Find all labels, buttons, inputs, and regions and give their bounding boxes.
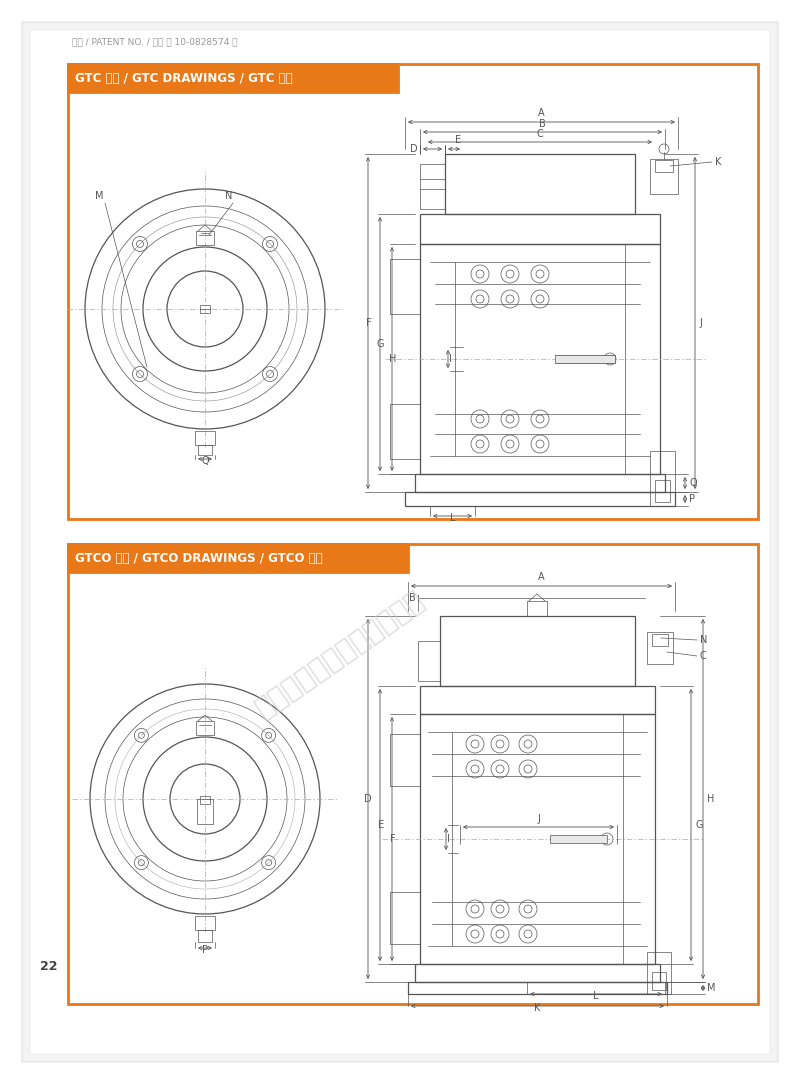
- Bar: [420, 214, 660, 244]
- Bar: [650, 451, 675, 506]
- Bar: [390, 404, 420, 459]
- Text: 22: 22: [40, 959, 58, 972]
- Text: B: B: [539, 119, 546, 129]
- Text: L: L: [594, 991, 598, 1001]
- Text: I: I: [447, 834, 450, 844]
- Text: Q: Q: [201, 456, 209, 466]
- Bar: [647, 632, 673, 664]
- Text: E: E: [378, 820, 384, 830]
- Text: P: P: [202, 945, 208, 955]
- Bar: [68, 64, 398, 92]
- Bar: [555, 354, 615, 363]
- Bar: [195, 916, 215, 930]
- Bar: [198, 446, 212, 455]
- Bar: [655, 160, 673, 172]
- Bar: [418, 641, 440, 681]
- Text: N: N: [225, 191, 232, 201]
- Bar: [405, 492, 675, 506]
- Text: B: B: [410, 593, 416, 603]
- Text: M: M: [707, 983, 715, 993]
- Text: K: K: [534, 1003, 541, 1014]
- Bar: [527, 601, 547, 616]
- Bar: [415, 964, 660, 982]
- Bar: [196, 721, 214, 735]
- Bar: [68, 544, 758, 1004]
- Bar: [647, 952, 671, 994]
- Text: K: K: [715, 157, 722, 167]
- Text: C: C: [537, 129, 543, 139]
- Text: G: G: [695, 820, 702, 830]
- Bar: [408, 982, 667, 994]
- Text: O: O: [689, 478, 697, 488]
- Bar: [390, 734, 420, 786]
- Bar: [68, 544, 408, 572]
- Bar: [440, 616, 635, 686]
- Text: C: C: [700, 651, 706, 661]
- Text: F: F: [390, 834, 396, 844]
- Bar: [420, 686, 655, 714]
- Bar: [420, 164, 445, 209]
- Bar: [420, 244, 660, 474]
- Text: L: L: [450, 513, 455, 522]
- Bar: [550, 835, 607, 843]
- Text: D: D: [364, 793, 372, 804]
- Bar: [200, 305, 210, 313]
- Text: D: D: [410, 144, 418, 154]
- Text: P: P: [689, 494, 695, 504]
- Bar: [445, 154, 635, 214]
- Bar: [390, 892, 420, 944]
- Text: 上海韩东机械科技有限公司: 上海韩东机械科技有限公司: [250, 585, 430, 723]
- Text: N: N: [700, 635, 707, 645]
- Bar: [200, 796, 210, 804]
- Text: H: H: [707, 793, 714, 804]
- Bar: [652, 972, 666, 990]
- Bar: [68, 64, 758, 519]
- Text: A: A: [538, 572, 545, 582]
- Bar: [420, 714, 655, 964]
- Bar: [197, 799, 213, 824]
- Bar: [655, 480, 670, 502]
- Text: F: F: [366, 318, 372, 328]
- Text: GTC 도면 / GTC DRAWINGS / GTC 图纸: GTC 도면 / GTC DRAWINGS / GTC 图纸: [75, 72, 293, 85]
- Text: J: J: [537, 814, 540, 824]
- Bar: [195, 431, 215, 446]
- Bar: [650, 159, 678, 194]
- Text: H: H: [389, 354, 396, 364]
- Bar: [198, 930, 212, 942]
- Text: A: A: [538, 108, 545, 118]
- Text: 특허 / PATENT NO. / 专利 제 10-0828574 호: 특허 / PATENT NO. / 专利 제 10-0828574 호: [72, 37, 238, 46]
- Text: M: M: [95, 191, 103, 201]
- Text: G: G: [377, 339, 384, 349]
- Text: GTCO 도면 / GTCO DRAWINGS / GTCO 图纸: GTCO 도면 / GTCO DRAWINGS / GTCO 图纸: [75, 552, 322, 565]
- Text: J: J: [699, 318, 702, 328]
- Text: I: I: [449, 354, 452, 364]
- Text: E: E: [455, 136, 461, 145]
- Bar: [196, 231, 214, 245]
- Bar: [652, 634, 668, 646]
- Bar: [415, 474, 665, 492]
- Bar: [390, 259, 420, 314]
